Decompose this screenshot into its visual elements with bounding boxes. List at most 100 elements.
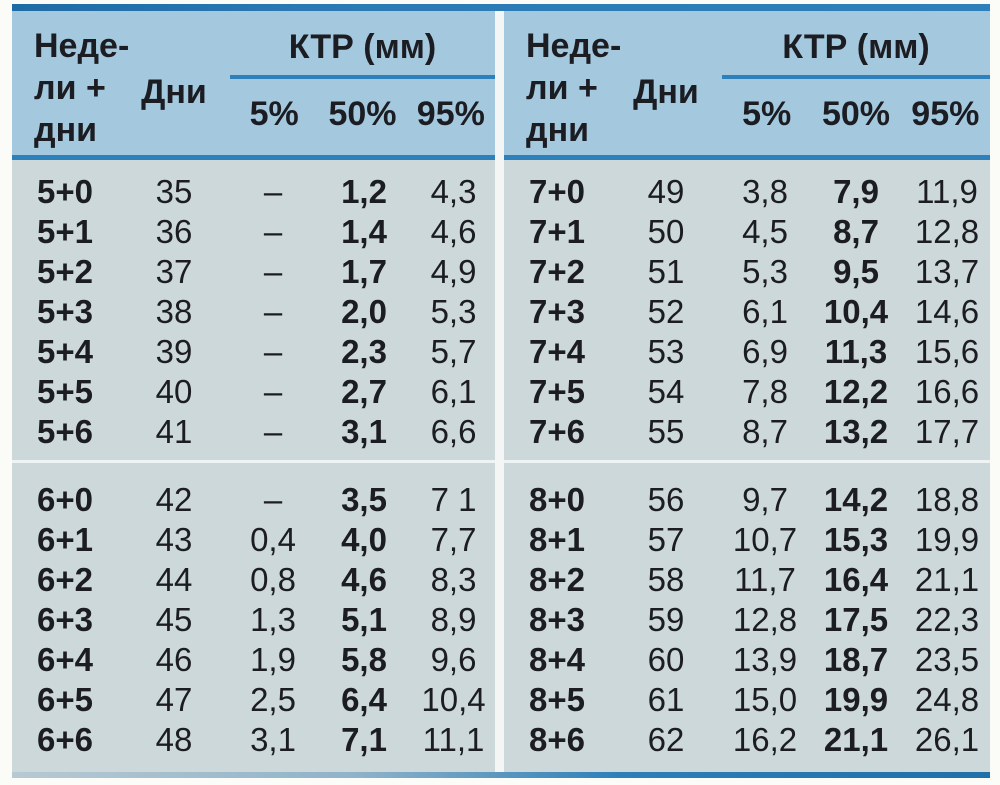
cell-days: 43 (155, 521, 193, 558)
cell-p5: 4,5 (742, 213, 788, 250)
cell-days: 54 (647, 373, 685, 410)
cell-p5: – (263, 173, 283, 210)
cell-days: 53 (647, 333, 685, 370)
table-row: 6+1 43 0,4 4,0 7,7 (12, 520, 495, 560)
days-header: Дни (633, 73, 699, 111)
cell-weeks: 7+1 (529, 213, 585, 250)
cell-p5: 11,7 (734, 561, 796, 598)
cell-days: 44 (155, 561, 193, 598)
cell-days: 36 (155, 213, 193, 250)
cell-p50: 8,7 (833, 213, 879, 250)
table-right-half: Неде- ли + дни Дни КТР (мм) 5% 50% 95% 7… (504, 11, 990, 772)
cell-p95: 17,7 (914, 413, 980, 450)
cell-p50: 12,2 (823, 373, 889, 410)
table-row: 5+2 37 – 1,7 4,9 (12, 252, 495, 292)
percentile-95-header: 95% (911, 95, 980, 133)
crl-group-header: КТР (мм) 5% 50% 95% (722, 11, 990, 155)
cell-days: 37 (155, 253, 193, 290)
cell-weeks: 5+1 (37, 213, 93, 250)
cell-p5: 1,3 (250, 601, 296, 638)
cell-p95: 8,9 (430, 601, 477, 638)
cell-p95: 8,3 (430, 561, 477, 598)
percentile-50-header: 50% (821, 95, 891, 133)
cell-days: 56 (647, 481, 685, 518)
table-header-right: Неде- ли + дни Дни КТР (мм) 5% 50% 95% (504, 11, 990, 155)
weeks-header-line: ли + (526, 69, 598, 107)
weeks-header-line: ли + (34, 69, 106, 107)
cell-p95: 5,3 (430, 293, 477, 330)
cell-weeks: 6+4 (37, 641, 93, 678)
percentile-50-header: 50% (328, 95, 397, 133)
cell-p5: 0,4 (250, 521, 296, 558)
cell-weeks: 8+1 (529, 521, 585, 558)
cell-days: 46 (155, 641, 193, 678)
cell-weeks: 7+2 (529, 253, 585, 290)
cell-p95: 4,6 (430, 213, 477, 250)
table-row: 6+3 45 1,3 5,1 8,9 (12, 600, 495, 640)
table-columns: Неде- ли + дни Дни КТР (мм) 5% 50% 95% 5… (12, 11, 990, 772)
table-row: 7+5 54 7,8 12,2 16,6 (504, 372, 990, 412)
cell-days: 52 (647, 293, 685, 330)
cell-p5: 1,9 (250, 641, 296, 678)
cell-p5: – (263, 413, 283, 450)
cell-p5: – (263, 333, 283, 370)
table-row: 8+4 60 13,9 18,7 23,5 (504, 640, 990, 680)
cell-p5: – (263, 213, 283, 250)
table-row: 6+6 48 3,1 7,1 11,1 (12, 720, 495, 760)
cell-weeks: 8+0 (529, 481, 585, 518)
cell-p50: 2,0 (341, 293, 387, 330)
percentile-5-header: 5% (742, 95, 792, 133)
table-row: 6+2 44 0,8 4,6 8,3 (12, 560, 495, 600)
table-row: 7+0 49 3,8 7,9 11,9 (504, 172, 990, 212)
cell-weeks: 6+5 (37, 681, 93, 718)
crl-group-underline (230, 75, 495, 79)
cell-days: 61 (647, 681, 685, 718)
cell-p95: 24,8 (914, 681, 980, 718)
crl-mm-label: КТР (мм) (288, 28, 437, 66)
cell-p50: 21,1 (823, 721, 889, 758)
cell-p95: 4,3 (430, 173, 477, 210)
cell-weeks: 6+2 (37, 561, 93, 598)
cell-weeks: 8+2 (529, 561, 585, 598)
cell-days: 38 (155, 293, 193, 330)
cell-p50: 1,4 (341, 213, 387, 250)
percentile-5-header: 5% (249, 95, 299, 133)
cell-weeks: 5+6 (37, 413, 93, 450)
table-row: 7+3 52 6,1 10,4 14,6 (504, 292, 990, 332)
cell-p5: – (263, 253, 283, 290)
cell-days: 58 (647, 561, 685, 598)
cell-p5: 3,8 (742, 173, 788, 210)
cell-p50: 2,7 (341, 373, 387, 410)
cell-p95: 10,4 (421, 681, 486, 718)
week-block-divider (12, 452, 495, 480)
header-separator-line (504, 155, 990, 160)
cell-days: 48 (155, 721, 193, 758)
cell-weeks: 8+4 (529, 641, 585, 678)
table-row: 7+6 55 8,7 13,2 17,7 (504, 412, 990, 452)
cell-weeks: 6+3 (37, 601, 93, 638)
table-bottom-border (12, 772, 990, 778)
table-body-right: 7+0 49 3,8 7,9 11,9 7+1 50 4,5 8,7 12,8 7+2 51 5,3 9,… (504, 160, 990, 772)
cell-days: 41 (155, 413, 193, 450)
cell-p50: 9,5 (833, 253, 879, 290)
cell-p50: 16,4 (823, 561, 889, 598)
cell-p50: 3,1 (341, 413, 387, 450)
cell-p5: 10,7 (732, 521, 798, 558)
cell-p50: 19,9 (823, 681, 889, 718)
cell-p50: 17,5 (823, 601, 889, 638)
days-header: Дни (141, 73, 207, 111)
cell-weeks: 5+0 (37, 173, 93, 210)
cell-p5: 15,0 (732, 681, 798, 718)
cell-weeks: 8+6 (529, 721, 585, 758)
cell-p95: 9,6 (430, 641, 477, 678)
table-row: 5+0 35 – 1,2 4,3 (12, 172, 495, 212)
cell-p5: 0,8 (250, 561, 296, 598)
cell-days: 42 (155, 481, 193, 518)
table-row: 8+5 61 15,0 19,9 24,8 (504, 680, 990, 720)
cell-p50: 1,7 (341, 253, 387, 290)
cell-p50: 13,2 (823, 413, 889, 450)
cell-p5: 16,2 (732, 721, 798, 758)
cell-p5: 7,8 (742, 373, 788, 410)
table-row: 8+2 58 11,7 16,4 21,1 (504, 560, 990, 600)
cell-p50: 11,3 (824, 333, 888, 370)
